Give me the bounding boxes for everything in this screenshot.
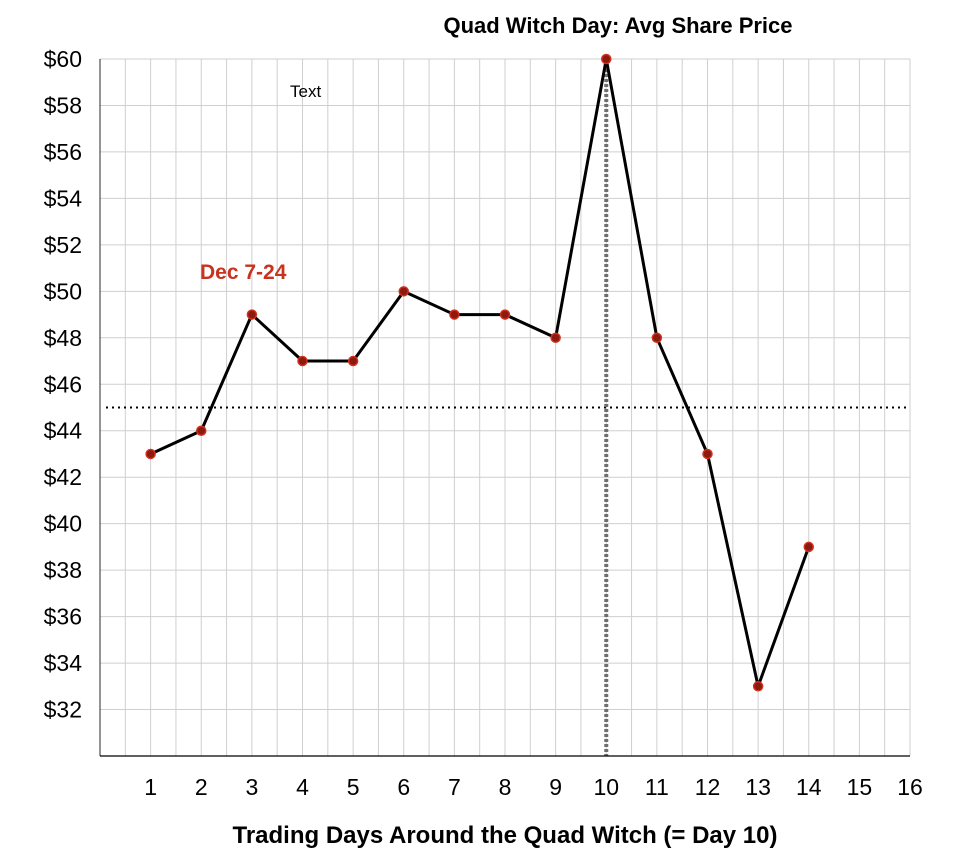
series-line-0 [149, 57, 811, 688]
data-point [752, 681, 764, 692]
data-point [145, 448, 156, 460]
y-tick-label: $58 [44, 92, 82, 118]
y-tick-label: $44 [44, 418, 83, 444]
x-tick-label: 3 [245, 774, 258, 800]
y-tick-label: $52 [44, 232, 82, 258]
y-tick-label: $40 [44, 511, 82, 537]
x-tick-label: 12 [695, 774, 721, 800]
y-tick-label: $60 [44, 46, 82, 72]
series-line [149, 57, 811, 688]
y-tick-label: $56 [44, 139, 82, 165]
x-tick-label: 4 [296, 774, 309, 800]
y-tick-label: $50 [44, 278, 82, 304]
y-tick-label: $46 [44, 371, 82, 397]
x-axis-label: Trading Days Around the Quad Witch (= Da… [233, 822, 778, 849]
data-point [398, 286, 409, 297]
data-points [145, 53, 814, 692]
y-tick-label: $34 [44, 650, 83, 676]
data-point [297, 355, 308, 367]
data-point [702, 448, 713, 460]
data-point [347, 355, 359, 367]
x-tick-label: 5 [347, 774, 360, 800]
data-point [499, 309, 511, 320]
reference-lines [106, 59, 910, 756]
x-tick-label: 11 [645, 774, 669, 800]
x-tick-label: 16 [897, 774, 923, 800]
x-tick-label: 15 [847, 774, 873, 800]
data-point [449, 309, 460, 320]
x-tick-label: 2 [195, 774, 208, 800]
x-tick-label: 6 [397, 774, 410, 800]
labels: Quad Witch Day: Avg Share Price Trading … [200, 13, 793, 849]
axes: $32 $34 $36 $38 $40 $42 $44 $46 $48 $50 $52 $54 $56 $… [44, 46, 923, 800]
data-point [651, 332, 663, 344]
y-tick-label: $42 [44, 464, 82, 490]
x-tick-label: 7 [448, 774, 461, 800]
x-tick-label: 8 [499, 774, 512, 800]
period-annotation: Dec 7-24 [200, 261, 287, 284]
y-tick-label: $54 [44, 185, 83, 211]
x-tick-label: 1 [144, 774, 157, 800]
x-tick-label: 14 [796, 774, 822, 800]
y-tick-label: $36 [44, 604, 82, 630]
x-tick-label: 10 [593, 774, 619, 800]
data-point [196, 425, 207, 436]
data-point [246, 309, 258, 320]
data-point [550, 332, 561, 344]
y-tick-label: $32 [44, 697, 82, 723]
data-point [601, 53, 612, 65]
y-tick-label: $48 [44, 325, 82, 351]
x-tick-label: 9 [549, 774, 562, 800]
text-annotation: Text [290, 82, 321, 101]
chart-title: Quad Witch Day: Avg Share Price [443, 13, 792, 38]
x-tick-label: 13 [745, 774, 771, 800]
data-point [803, 541, 814, 553]
y-tick-label: $38 [44, 557, 82, 583]
